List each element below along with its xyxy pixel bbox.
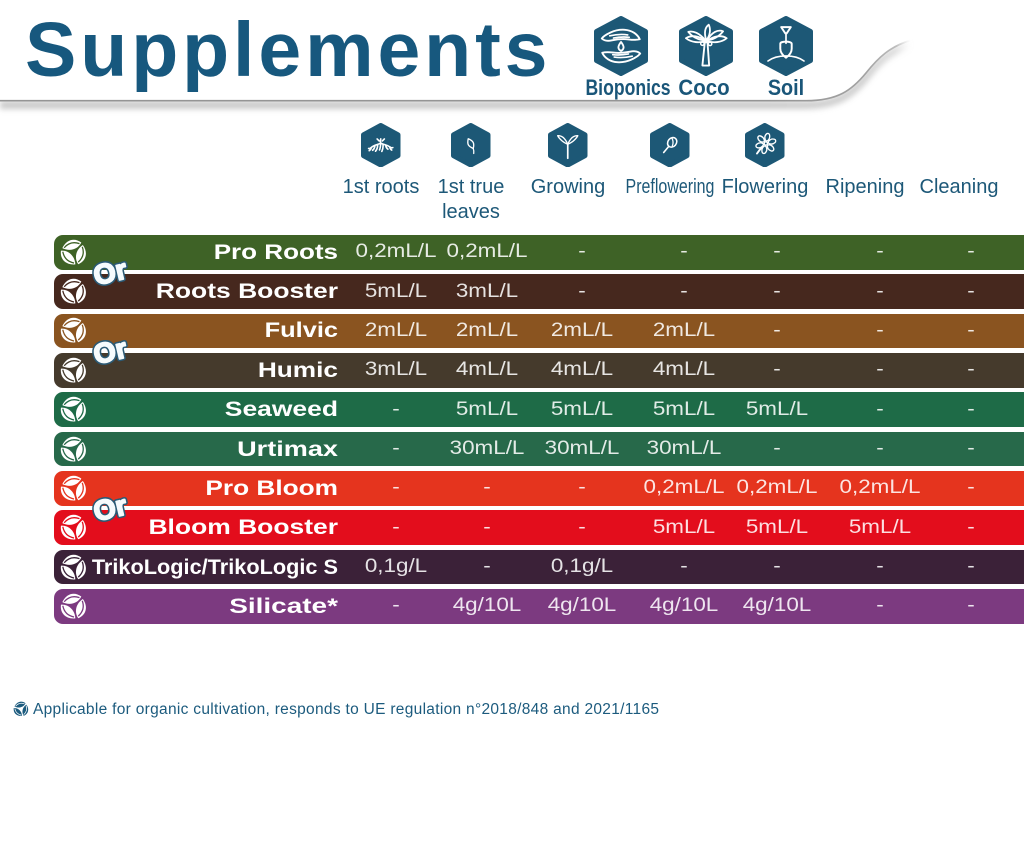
svg-text:Or: Or — [90, 331, 130, 369]
svg-text:Or: Or — [90, 253, 130, 291]
svg-text:Or: Or — [90, 489, 130, 527]
